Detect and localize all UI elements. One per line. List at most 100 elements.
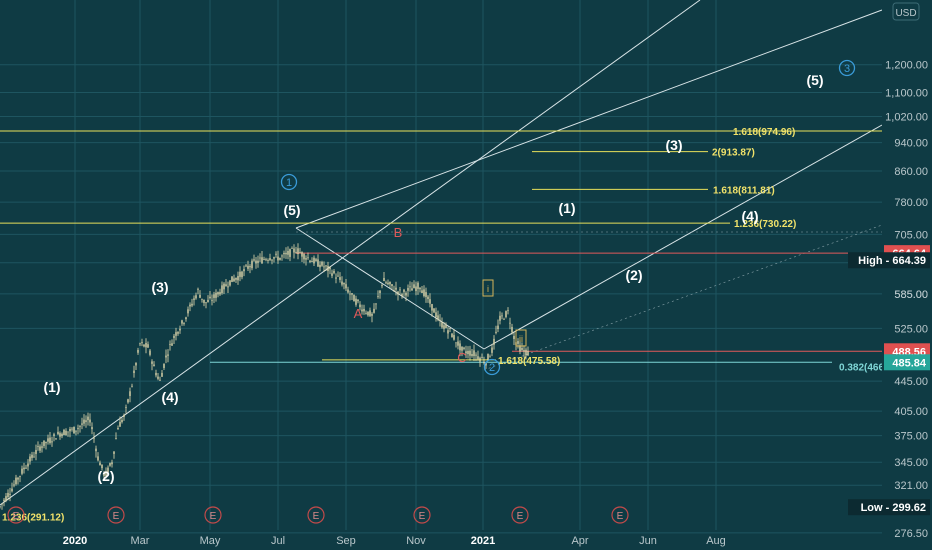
candle-body	[361, 309, 363, 312]
candle-body	[307, 257, 309, 259]
candle-body	[303, 254, 305, 260]
candle-body	[487, 354, 489, 360]
wave-label-minor: ii	[519, 334, 523, 344]
candle-body	[481, 357, 483, 359]
candle-body	[389, 281, 391, 285]
y-tick-label: 1,200.00	[885, 60, 928, 72]
candle-body	[125, 406, 127, 408]
candle-body	[193, 298, 195, 300]
candle-body	[243, 269, 245, 272]
candle-body	[403, 289, 405, 292]
candle-body	[275, 253, 277, 255]
candle-body	[3, 499, 5, 502]
candle-body	[277, 256, 279, 261]
candle-body	[151, 361, 153, 364]
candle-body	[411, 288, 413, 291]
wave-label: (1)	[558, 200, 575, 216]
wave-label-circled: 2	[489, 362, 495, 374]
candle-body	[415, 286, 417, 292]
wave-label: (1)	[43, 379, 60, 395]
candle-body	[71, 428, 73, 430]
fib-label: 1.618(475.58)	[498, 356, 560, 367]
candle-body	[27, 463, 29, 467]
candle-body	[267, 260, 269, 261]
fib-label: 0.382(466.	[839, 362, 887, 373]
candle-body	[459, 343, 461, 351]
candle-body	[187, 309, 189, 314]
wave-label: (3)	[151, 279, 168, 295]
event-marker	[107, 506, 125, 524]
candle-body	[63, 429, 65, 436]
event-marker-label: E	[517, 511, 524, 522]
candle-body	[183, 323, 185, 324]
candle-body	[33, 456, 35, 458]
candle-body	[149, 350, 151, 355]
candle-body	[387, 282, 389, 285]
candle-body	[521, 347, 523, 350]
candle-body	[197, 288, 199, 290]
x-tick-label: Nov	[406, 535, 426, 547]
candle-body	[9, 493, 11, 495]
candle-body	[363, 308, 365, 312]
channel-line	[295, 227, 485, 350]
candle-body	[431, 304, 433, 311]
fib-label: 1.618(811.81)	[713, 185, 775, 196]
candle-body	[467, 350, 469, 355]
candle-body	[55, 438, 57, 440]
price-axis: 1,200.00 1,100.00 1,020.00 940.00 860.00 780.…	[848, 0, 932, 550]
candle-body	[79, 425, 81, 427]
candle-body	[141, 342, 143, 343]
candle-body	[265, 259, 267, 261]
candle-body	[523, 350, 525, 352]
candle-body	[21, 468, 23, 474]
candle-body	[369, 310, 371, 316]
y-tick-label: 276.50	[894, 528, 928, 540]
candle-body	[311, 261, 313, 263]
candle-body	[159, 379, 161, 381]
candle-body	[325, 265, 327, 267]
candle-body	[281, 255, 283, 257]
candle-body	[367, 311, 369, 316]
candle-body	[483, 362, 485, 363]
candle-body	[291, 248, 293, 249]
wave-box	[482, 279, 494, 297]
wave-label: C	[457, 350, 466, 365]
wave-label: (3)	[665, 137, 682, 153]
candle-body	[475, 354, 477, 356]
candle-body	[351, 293, 353, 295]
candle-body	[527, 351, 529, 356]
candle-body	[283, 252, 285, 255]
candle-body	[211, 300, 213, 302]
candle-body	[457, 341, 459, 346]
candle-body	[95, 448, 97, 452]
candle-body	[213, 294, 215, 298]
grid	[0, 0, 882, 534]
candle-body	[237, 276, 239, 281]
candle-body	[109, 463, 111, 466]
y-tick-label: 445.00	[894, 376, 928, 388]
candle-body	[341, 281, 343, 285]
candle-body	[391, 284, 393, 287]
candle-body	[395, 287, 397, 290]
candle-body	[497, 325, 499, 330]
candle-body	[171, 343, 173, 346]
candle-body	[407, 288, 409, 291]
candle-body	[81, 423, 83, 425]
x-tick-label: Jun	[639, 535, 657, 547]
price-badge-label: 485.84	[892, 357, 927, 369]
y-tick-label: 1,100.00	[885, 87, 928, 99]
candle-body	[73, 426, 75, 434]
candle-body	[299, 252, 301, 253]
candle-body	[279, 257, 281, 260]
candle-body	[1, 503, 3, 505]
candle-body	[227, 286, 229, 288]
x-tick-label: Jul	[271, 535, 285, 547]
event-marker	[413, 506, 431, 524]
event-marker-label: E	[210, 511, 217, 522]
candle-body	[437, 315, 439, 320]
candle-body	[41, 446, 43, 448]
candle-body	[479, 357, 481, 362]
candle-body	[45, 442, 47, 444]
wave-circle	[838, 59, 856, 77]
